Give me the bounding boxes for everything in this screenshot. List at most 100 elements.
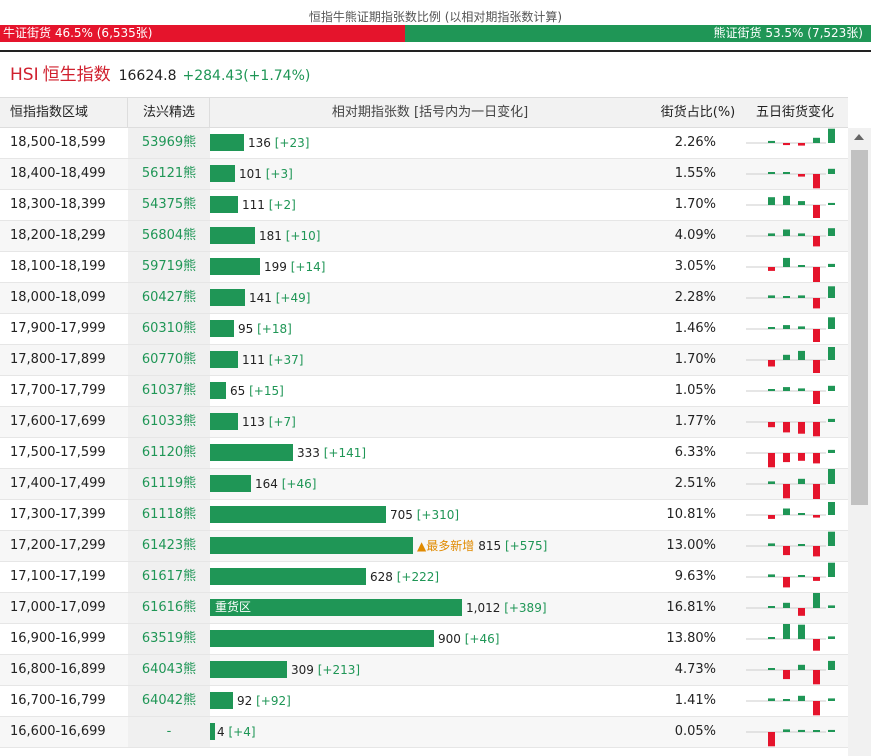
- table-row[interactable]: 17,100-17,199 61617熊 628 [+222] 9.63%: [0, 562, 848, 593]
- row-level: 18,400-18,499: [10, 166, 106, 181]
- sparkline-bar: [813, 391, 820, 404]
- table-row[interactable]: 17,800-17,899 60770熊 111 [+37] 1.70%: [0, 345, 848, 376]
- row-bar-cell: 141 [+49]: [210, 283, 650, 313]
- row-pick-link[interactable]: 56121熊: [128, 159, 210, 189]
- sparkline-bar: [813, 730, 820, 732]
- sparkline-bar: [768, 233, 775, 236]
- sparkline-bar: [798, 575, 805, 577]
- index-header: HSI 恒生指数 16624.8 +284.43(+1.74%): [10, 64, 310, 86]
- sparkline-bar: [768, 481, 775, 484]
- sparkline-bar: [828, 263, 835, 267]
- row-pick-link[interactable]: 64042熊: [128, 686, 210, 716]
- sparkline-bar: [828, 605, 835, 608]
- row-delta: [+46]: [281, 477, 317, 491]
- row-sparkline: [746, 376, 844, 406]
- row-pick-link[interactable]: 61119熊: [128, 469, 210, 499]
- row-pick-link[interactable]: 61616熊: [128, 593, 210, 623]
- row-sparkline: [746, 345, 844, 375]
- table-row[interactable]: 16,700-16,799 64042熊 92 [+92] 1.41%: [0, 686, 848, 717]
- row-pick-link[interactable]: 60310熊: [128, 314, 210, 344]
- scrollbar-thumb[interactable]: [851, 150, 868, 505]
- row-pct: 2.28%: [674, 290, 716, 305]
- row-sparkline: [746, 686, 844, 716]
- sparkline-bar: [768, 422, 775, 428]
- row-pick-link[interactable]: 61120熊: [128, 438, 210, 468]
- table-row[interactable]: 18,200-18,299 56804熊 181 [+10] 4.09%: [0, 221, 848, 252]
- row-pick-link[interactable]: 63519熊: [128, 624, 210, 654]
- sparkline-bar: [828, 128, 835, 143]
- row-pick-link[interactable]: 64043熊: [128, 655, 210, 685]
- five-day-change-chart: [746, 624, 835, 651]
- row-level: 18,300-18,399: [10, 197, 106, 212]
- row-pick-link[interactable]: 61118熊: [128, 500, 210, 530]
- sparkline-bar: [783, 624, 790, 639]
- row-bar-label: 705 [+310]: [390, 500, 459, 530]
- row-pick-link[interactable]: 61033熊: [128, 407, 210, 437]
- sparkline-bar: [828, 202, 835, 205]
- row-pick-link[interactable]: 61037熊: [128, 376, 210, 406]
- row-bar: [210, 258, 260, 275]
- vertical-scrollbar[interactable]: [848, 128, 871, 756]
- row-pick-link[interactable]: -: [128, 717, 210, 747]
- row-level: 18,200-18,299: [10, 228, 106, 243]
- row-bar-cell: 181 [+10]: [210, 221, 650, 251]
- row-pick-link[interactable]: 61617熊: [128, 562, 210, 592]
- table-row[interactable]: 17,000-17,099 61616熊 重货区 1,012 [+389] 16.81%: [0, 593, 848, 624]
- sparkline-bar: [798, 664, 805, 670]
- table-row[interactable]: 18,500-18,599 53969熊 136 [+23] 2.26%: [0, 128, 848, 159]
- row-pct: 1.77%: [674, 414, 716, 429]
- row-level: 17,300-17,399: [10, 507, 106, 522]
- row-pick-link[interactable]: 59719熊: [128, 252, 210, 282]
- sparkline-bar: [783, 546, 790, 556]
- row-bar: [210, 723, 215, 740]
- row-bar-cell: 111 [+2]: [210, 190, 650, 220]
- row-bar-label: 141 [+49]: [249, 283, 310, 313]
- table-row[interactable]: 16,800-16,899 64043熊 309 [+213] 4.73%: [0, 655, 848, 686]
- row-bar-cell: 900 [+46]: [210, 624, 650, 654]
- sparkline-bar: [813, 546, 820, 557]
- sparkline-bar: [768, 543, 775, 546]
- five-day-change-chart: [746, 257, 835, 282]
- row-pick-link[interactable]: 61423熊: [128, 531, 210, 561]
- index-price: 16624.8: [118, 68, 177, 84]
- table-row[interactable]: 16,900-16,999 63519熊 900 [+46] 13.80%: [0, 624, 848, 655]
- table-row[interactable]: 18,300-18,399 54375熊 111 [+2] 1.70%: [0, 190, 848, 221]
- sparkline-bar: [783, 387, 790, 391]
- row-count: 1,012: [466, 601, 501, 615]
- row-bar: [210, 196, 238, 213]
- row-count: 136: [248, 136, 271, 150]
- table-row[interactable]: 17,700-17,799 61037熊 65 [+15] 1.05%: [0, 376, 848, 407]
- row-pick-link[interactable]: 56804熊: [128, 221, 210, 251]
- row-level: 18,000-18,099: [10, 290, 106, 305]
- row-pct: 13.80%: [666, 631, 716, 646]
- sparkline-bar: [813, 174, 820, 189]
- table-row[interactable]: 18,400-18,499 56121熊 101 [+3] 1.55%: [0, 159, 848, 190]
- row-pct: 1.55%: [674, 166, 716, 181]
- sparkline-bar: [798, 143, 805, 146]
- row-count: 141: [249, 291, 272, 305]
- row-bar: [210, 568, 366, 585]
- row-bar-cell: 199 [+14]: [210, 252, 650, 282]
- row-bar-label: 164 [+46]: [255, 469, 316, 499]
- sparkline-bar: [783, 143, 790, 146]
- row-pick-link[interactable]: 53969熊: [128, 128, 210, 158]
- table-row[interactable]: 17,900-17,999 60310熊 95 [+18] 1.46%: [0, 314, 848, 345]
- table-row[interactable]: 17,300-17,399 61118熊 705 [+310] 10.81%: [0, 500, 848, 531]
- index-code[interactable]: HSI: [10, 65, 39, 85]
- row-pick-link[interactable]: 54375熊: [128, 190, 210, 220]
- row-pick-link[interactable]: 60427熊: [128, 283, 210, 313]
- row-delta: [+575]: [504, 539, 548, 553]
- table-row[interactable]: 17,600-17,699 61033熊 113 [+7] 1.77%: [0, 407, 848, 438]
- row-count: 815: [478, 539, 502, 553]
- table-row[interactable]: 17,200-17,299 61423熊 ▲最多新增 815 [+575] 13.00%: [0, 531, 848, 562]
- five-day-change-chart: [746, 347, 835, 373]
- row-pick-link[interactable]: 60770熊: [128, 345, 210, 375]
- table-row[interactable]: 17,400-17,499 61119熊 164 [+46] 2.51%: [0, 469, 848, 500]
- row-sparkline: [746, 500, 844, 530]
- scroll-up-arrow-icon[interactable]: [854, 134, 864, 140]
- table-row[interactable]: 18,000-18,099 60427熊 141 [+49] 2.28%: [0, 283, 848, 314]
- table-row[interactable]: 17,500-17,599 61120熊 333 [+141] 6.33%: [0, 438, 848, 469]
- table-row[interactable]: 18,100-18,199 59719熊 199 [+14] 3.05%: [0, 252, 848, 283]
- index-name[interactable]: 恒生指数: [42, 65, 111, 85]
- table-row[interactable]: 16,600-16,699 -4 [+4] 0.05%: [0, 717, 848, 748]
